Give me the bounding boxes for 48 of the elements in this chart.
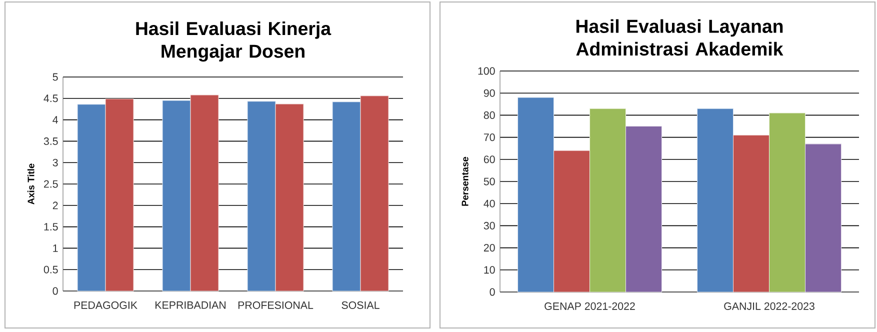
bar	[517, 97, 554, 292]
x-tick-label: GANJIL 2022-2023	[724, 302, 814, 310]
y-tick-label: 0	[490, 288, 495, 296]
y-tick-label: 3	[52, 158, 58, 166]
y-tick-label: 30	[484, 222, 495, 230]
x-tick-label: PEDAGOGIK	[74, 301, 138, 309]
y-tick-label: 100	[478, 67, 495, 75]
y-tick-label: 5	[52, 73, 58, 81]
bar	[275, 104, 304, 292]
y-tick-label: 1	[53, 244, 58, 252]
y-tick-label: 90	[484, 89, 495, 97]
bar	[247, 101, 276, 292]
x-tick-label: GENAP 2021-2022	[544, 302, 635, 310]
x-tick-label: PROFESIONAL	[238, 301, 314, 309]
y-tick-label: 50	[484, 178, 495, 186]
bar	[768, 112, 806, 292]
y-tick-label: 20	[484, 244, 495, 252]
y-tick-label: 10	[484, 266, 495, 274]
bar	[162, 100, 191, 292]
y-tick-label: 4	[52, 116, 58, 124]
bar	[332, 102, 361, 292]
y-tick-label: 0.5	[44, 266, 58, 274]
y-axis-title: Persentase	[462, 156, 468, 206]
y-tick-label: 80	[484, 111, 495, 119]
y-tick-label: 2	[52, 202, 58, 210]
x-tick-label: KEPRIBADIAN	[156, 301, 226, 309]
y-tick-label: 0	[52, 287, 58, 295]
y-tick-label: 4.5	[44, 94, 58, 102]
bar	[696, 108, 734, 292]
y-tick-label: 70	[484, 134, 495, 142]
bar	[804, 144, 842, 292]
bar	[625, 126, 662, 292]
chart-title: Hasil Evaluasi Layanan Administrasi Akademik	[576, 19, 784, 56]
bar	[553, 150, 590, 292]
y-tick-label: 40	[484, 200, 495, 208]
bar	[77, 104, 106, 292]
bar	[105, 98, 134, 292]
y-tick-label: 3.5	[44, 137, 58, 145]
x-tick-label: SOSIAL	[342, 301, 380, 309]
y-axis-title: Axis Title	[27, 164, 34, 204]
y-tick-label: 60	[484, 156, 495, 164]
y-tick-label: 2.5	[44, 180, 58, 188]
y-tick-label: 1.5	[44, 223, 58, 231]
bar	[732, 134, 770, 292]
bar	[589, 108, 626, 292]
bar	[360, 96, 389, 292]
chart-title: Hasil Evaluasi Kinerja Mengajar Dosen	[136, 21, 332, 62]
bar	[190, 94, 219, 292]
